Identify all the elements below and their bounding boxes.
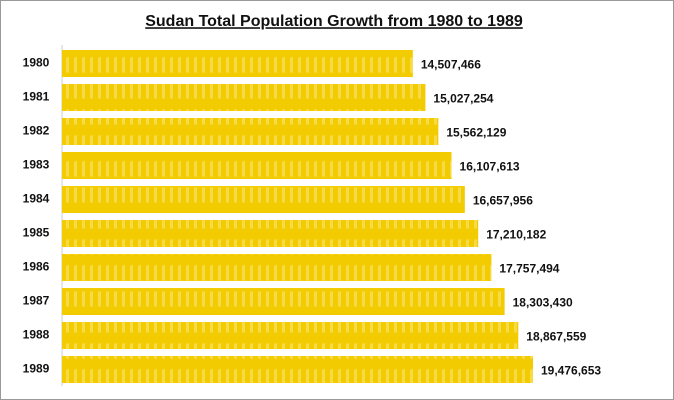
data-label: 16,657,956: [473, 194, 533, 208]
data-label: 15,562,129: [446, 126, 506, 140]
data-label: 18,303,430: [513, 296, 573, 310]
y-tick-label: 1984: [23, 192, 50, 206]
data-label: 17,210,182: [486, 228, 546, 242]
data-label: 14,507,466: [421, 58, 481, 72]
y-tick-label: 1985: [23, 226, 50, 240]
chart-title: Sudan Total Population Growth from 1980 …: [145, 13, 523, 30]
bar: [62, 288, 505, 315]
data-label: 15,027,254: [433, 92, 493, 106]
bar: [62, 356, 533, 383]
y-tick-label: 1986: [23, 260, 50, 274]
y-tick-label: 1981: [23, 90, 50, 104]
bar: [62, 118, 439, 145]
bar: [62, 152, 452, 179]
y-tick-label: 1988: [23, 328, 50, 342]
data-label: 19,476,653: [541, 364, 601, 378]
bar: [62, 186, 465, 213]
bar: [62, 322, 519, 349]
y-tick-label: 1982: [23, 124, 50, 138]
data-label: 16,107,613: [460, 160, 520, 174]
y-tick-label: 1980: [23, 56, 50, 70]
data-label: 17,757,494: [499, 262, 559, 276]
bar: [62, 220, 479, 247]
bar: [62, 254, 492, 281]
y-tick-label: 1983: [23, 158, 50, 172]
bar: [62, 84, 426, 111]
y-tick-label: 1989: [23, 362, 50, 376]
data-label: 18,867,559: [526, 330, 586, 344]
y-tick-label: 1987: [23, 294, 50, 308]
bar: [62, 50, 413, 77]
